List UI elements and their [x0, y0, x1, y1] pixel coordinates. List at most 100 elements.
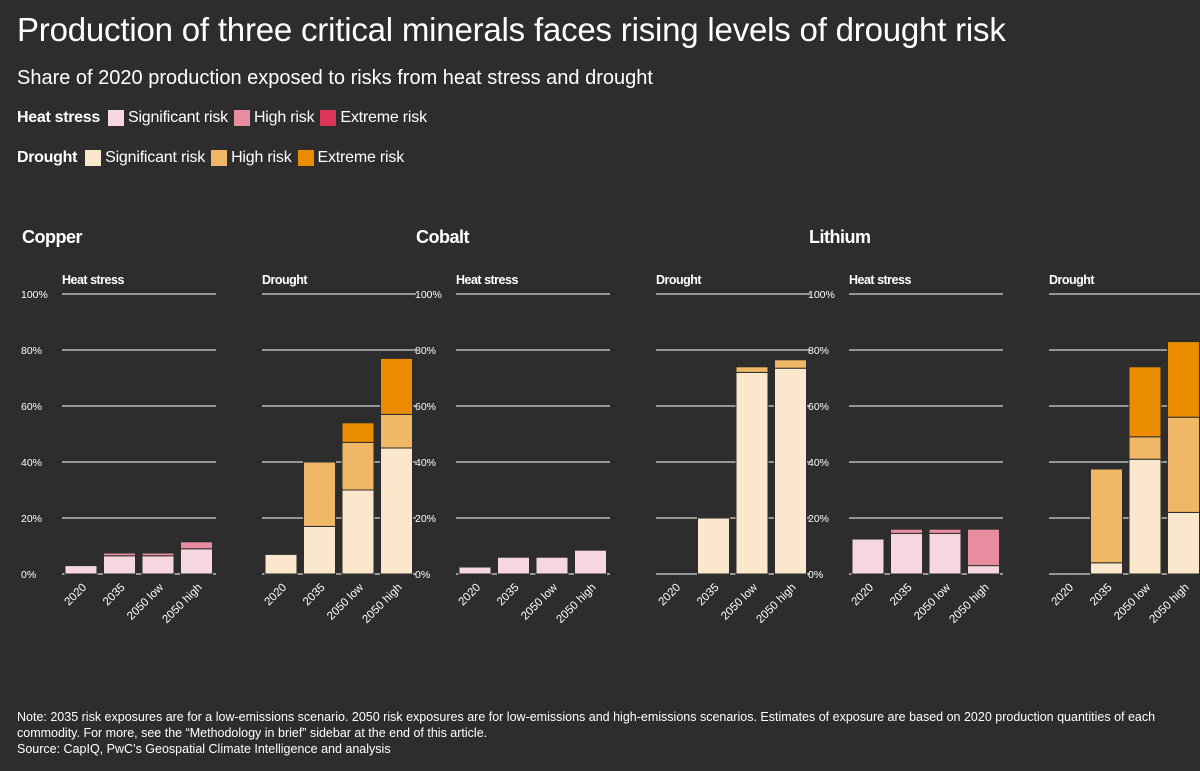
lithium-heat-stress-bar-2050-high-high-risk	[967, 528, 1000, 567]
lithium-heat-stress-x-label-2050-high: 2050 high	[947, 582, 991, 626]
legend-heat-high-swatch	[233, 110, 250, 126]
lithium-drought-x-label-2020: 2020	[1050, 582, 1077, 609]
lithium-drought-bar-2050-low-extreme-risk	[1128, 366, 1162, 438]
chart-title: Production of three critical minerals fa…	[17, 11, 1006, 48]
legend-heat-title: Heat stress	[17, 109, 100, 126]
cobalt-y-tick-0: 0%	[415, 569, 430, 581]
lithium-heat-stress-bar-2035-high-risk	[890, 528, 923, 534]
copper-heat-stress-bar-2050-low-high-risk	[141, 552, 175, 557]
copper-y-tick-40: 40%	[21, 457, 42, 469]
cobalt-y-tick-100: 100%	[415, 289, 442, 301]
lithium-drought-x-label-2035: 2035	[1088, 582, 1115, 609]
legend-heat-significant-swatch	[107, 110, 124, 126]
lithium-heat-stress-bar-2050-low-significant-risk	[928, 532, 962, 575]
cobalt-drought-panel-label: Drought	[656, 273, 702, 287]
lithium-drought-x-label-2050-high: 2050 high	[1147, 582, 1191, 626]
legend-drought-significant-label: Significant risk	[105, 149, 206, 166]
copper-heat-stress-bar-2035-high-risk	[103, 552, 136, 557]
legend-drought-high-swatch	[211, 150, 228, 166]
legend-drought-title: Drought	[17, 149, 78, 166]
cobalt-heat-stress-bar-2020-significant-risk	[458, 566, 492, 575]
copper-heat-stress-bar-2050-high-high-risk	[180, 541, 213, 550]
copper-heat-stress-x-label-2020: 2020	[63, 582, 90, 609]
lithium-heat-stress-x-label-2035: 2035	[888, 582, 915, 609]
note-text: Note: 2035 risk exposures are for a low-…	[17, 710, 1156, 740]
cobalt-drought-x-label-2035: 2035	[695, 582, 722, 609]
copper-drought-bar-2050-high-extreme-risk	[380, 357, 413, 415]
lithium-drought-bar-2050-high-extreme-risk	[1167, 341, 1200, 418]
legend-heat-high: High risk	[233, 109, 315, 127]
cobalt-y-tick-40: 40%	[415, 457, 436, 469]
lithium-y-tick-60: 60%	[808, 401, 829, 413]
chart-subtitle: Share of 2020 production exposed to risk…	[17, 67, 653, 89]
copper-y-tick-100: 100%	[21, 289, 48, 301]
copper-drought-x-label-2020: 2020	[263, 582, 290, 609]
cobalt-drought-bar-2050-low-significant-risk	[735, 371, 769, 575]
copper-drought-bar-2050-high-high-risk	[380, 413, 413, 449]
lithium-y-tick-40: 40%	[808, 457, 829, 469]
lithium-drought-bar-2050-low-high-risk	[1128, 436, 1162, 460]
lithium-title: Lithium	[809, 227, 871, 247]
cobalt-drought-bar-2050-high-significant-risk	[774, 367, 807, 575]
legend-heat-extreme: Extreme risk	[320, 109, 427, 127]
lithium-heat-stress-bar-2050-high-significant-risk	[967, 565, 1000, 575]
lithium-drought-bar-2050-low-significant-risk	[1128, 458, 1162, 575]
lithium-drought-bar-2050-high-high-risk	[1167, 416, 1200, 513]
lithium-drought-panel-label: Drought	[1049, 273, 1095, 287]
notes: Note: 2035 risk exposures are for a low-…	[17, 709, 1177, 757]
copper-drought-bar-2050-high-significant-risk	[380, 447, 413, 575]
copper-drought-panel-label: Drought	[262, 273, 308, 287]
cobalt-heat-stress-x-label-2035: 2035	[495, 582, 522, 609]
legend-drought-extreme: Extreme risk	[297, 149, 405, 167]
legend-heat-significant-label: Significant risk	[127, 109, 228, 126]
cobalt-y-tick-20: 20%	[415, 513, 436, 525]
lithium-heat-stress-bar-2035-significant-risk	[890, 532, 923, 575]
copper-heat-stress-panel-label: Heat stress	[62, 273, 124, 287]
copper-title: Copper	[22, 227, 82, 247]
copper-y-tick-60: 60%	[21, 401, 42, 413]
lithium-y-tick-80: 80%	[808, 345, 829, 357]
cobalt-drought-x-label-2020: 2020	[657, 582, 684, 609]
legend-heat-stress: Heat stress Significant risk High risk E…	[17, 107, 433, 129]
lithium-heat-stress-bar-2020-significant-risk	[851, 538, 885, 575]
lithium-drought-bar-2035-significant-risk	[1090, 562, 1123, 575]
cobalt-drought-bar-2035-significant-risk	[697, 517, 730, 575]
legend-drought-significant-swatch	[85, 150, 102, 166]
cobalt-drought-bar-2050-high-high-risk	[774, 359, 807, 369]
copper-drought-bar-2050-low-significant-risk	[341, 489, 375, 575]
lithium-drought-bar-2035-high-risk	[1090, 468, 1123, 564]
copper-heat-stress-bar-2050-high-significant-risk	[180, 548, 213, 575]
legend-heat-high-label: High risk	[253, 109, 315, 126]
cobalt-heat-stress-bar-2035-significant-risk	[497, 556, 530, 575]
copper-heat-stress-bar-2035-significant-risk	[103, 555, 136, 575]
lithium-heat-stress-bar-2050-low-high-risk	[928, 528, 962, 534]
legend-drought-high-label: High risk	[231, 149, 292, 166]
cobalt-heat-stress-x-label-2020: 2020	[457, 582, 484, 609]
cobalt-title: Cobalt	[416, 227, 470, 247]
copper-y-tick-80: 80%	[21, 345, 42, 357]
cobalt-drought-bar-2050-low-high-risk	[735, 366, 769, 373]
legend-drought: Drought Significant risk High risk Extre…	[17, 147, 410, 169]
source-text: Source: CapIQ, PwC’s Geospatial Climate …	[17, 742, 391, 756]
legend-drought-significant: Significant risk	[85, 149, 205, 167]
cobalt-y-tick-60: 60%	[415, 401, 436, 413]
legend-heat-extreme-swatch	[320, 110, 337, 126]
cobalt-heat-stress-x-label-2050-high: 2050 high	[554, 582, 598, 626]
copper-heat-stress-bar-2020-significant-risk	[64, 565, 98, 575]
legend-drought-extreme-label: Extreme risk	[317, 149, 405, 166]
copper-drought-bar-2035-high-risk	[303, 461, 336, 527]
copper-drought-bar-2050-low-high-risk	[341, 441, 375, 491]
cobalt-heat-stress-panel-label: Heat stress	[456, 273, 518, 287]
lithium-y-tick-100: 100%	[808, 289, 835, 301]
copper-drought-x-label-2050-high: 2050 high	[360, 582, 404, 626]
lithium-y-tick-20: 20%	[808, 513, 829, 525]
lithium-heat-stress-panel-label: Heat stress	[849, 273, 911, 287]
copper-y-tick-0: 0%	[21, 569, 36, 581]
cobalt-drought-x-label-2050-high: 2050 high	[754, 582, 798, 626]
copper-heat-stress-x-label-2050-high: 2050 high	[160, 582, 204, 626]
legend-heat-significant: Significant risk	[107, 109, 228, 127]
lithium-y-tick-0: 0%	[808, 569, 823, 581]
cobalt-heat-stress-bar-2050-high-significant-risk	[574, 549, 607, 575]
legend-drought-high: High risk	[211, 149, 292, 167]
copper-drought-bar-2035-significant-risk	[303, 525, 336, 575]
